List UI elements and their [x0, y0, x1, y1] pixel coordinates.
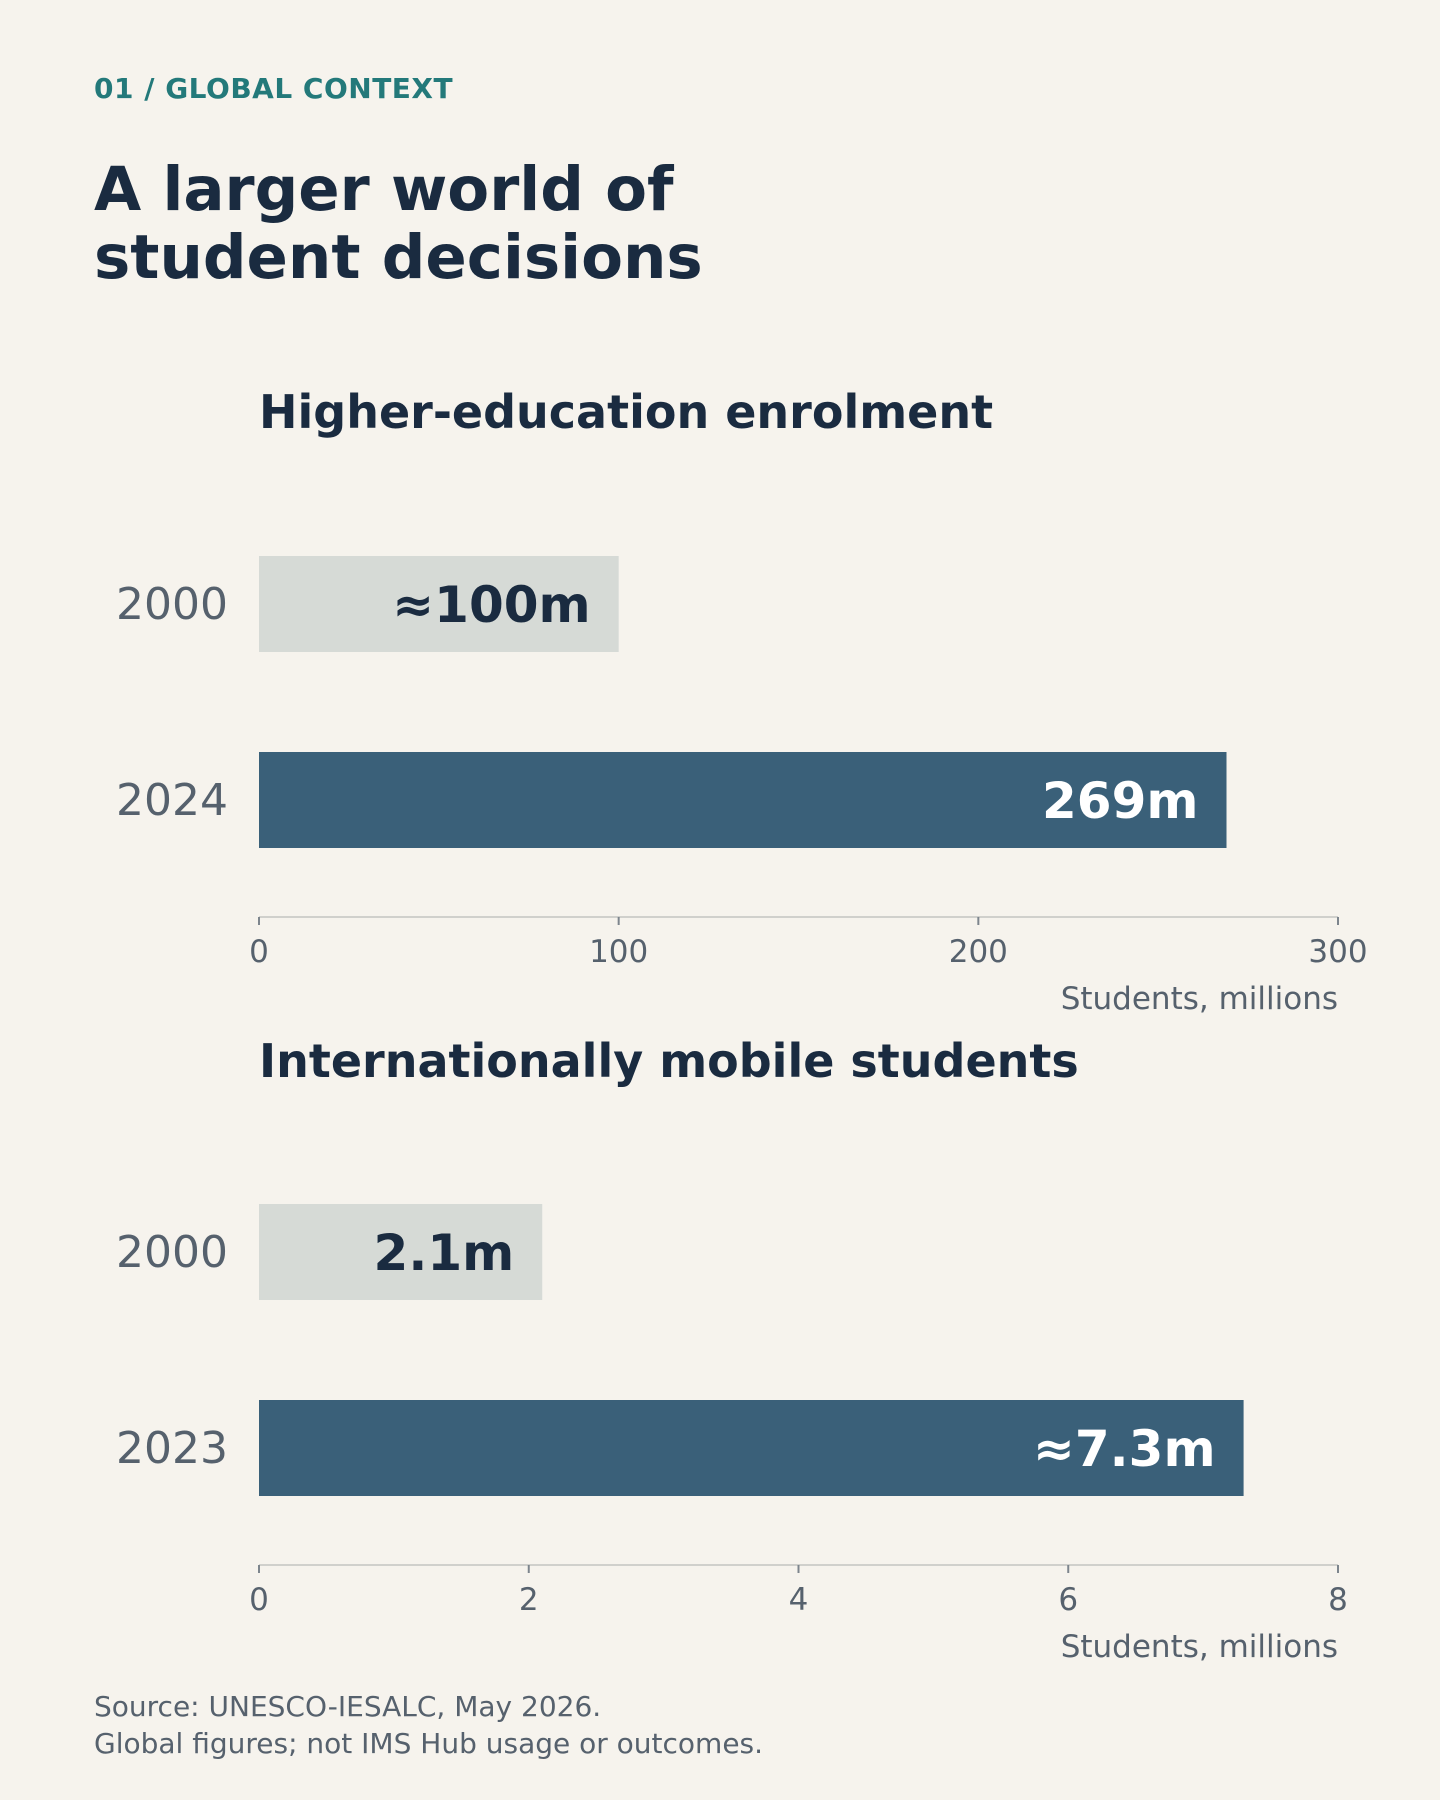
data-label: 2.1m [374, 1224, 515, 1282]
x-tick-label: 100 [589, 934, 648, 970]
x-tick-label: 0 [249, 934, 269, 970]
bar [259, 752, 1227, 848]
category-label: 2024 [116, 775, 228, 826]
disclaimer-note: Global figures; not IMS Hub usage or out… [94, 1727, 764, 1760]
data-label: 269m [1042, 772, 1198, 830]
chart-title: Higher-education enrolment [259, 385, 993, 439]
x-axis-label: Students, millions [1061, 1629, 1338, 1665]
section-eyebrow: 01 / GLOBAL CONTEXT [94, 72, 454, 105]
x-tick-label: 4 [789, 1582, 809, 1618]
footer: Source: UNESCO-IESALC, May 2026. Global … [94, 1688, 763, 1762]
bar [259, 556, 619, 652]
category-label: 2000 [116, 579, 228, 630]
source-note: Source: UNESCO-IESALC, May 2026. [94, 1690, 602, 1723]
data-label: ≈100m [392, 576, 590, 634]
category-label: 2023 [116, 1423, 228, 1474]
x-axis-label: Students, millions [1061, 981, 1338, 1017]
x-tick-label: 6 [1058, 1582, 1078, 1618]
data-label: ≈7.3m [1033, 1420, 1216, 1478]
x-tick-label: 200 [949, 934, 1008, 970]
bar [259, 1400, 1244, 1496]
x-tick-label: 300 [1308, 934, 1367, 970]
page-title: A larger world of student decisions [94, 154, 703, 293]
bar [259, 1204, 543, 1300]
x-tick-label: 0 [249, 1582, 269, 1618]
category-label: 2000 [116, 1227, 228, 1278]
x-tick-label: 8 [1328, 1582, 1348, 1618]
chart-title: Internationally mobile students [259, 1034, 1079, 1088]
x-tick-label: 2 [519, 1582, 539, 1618]
